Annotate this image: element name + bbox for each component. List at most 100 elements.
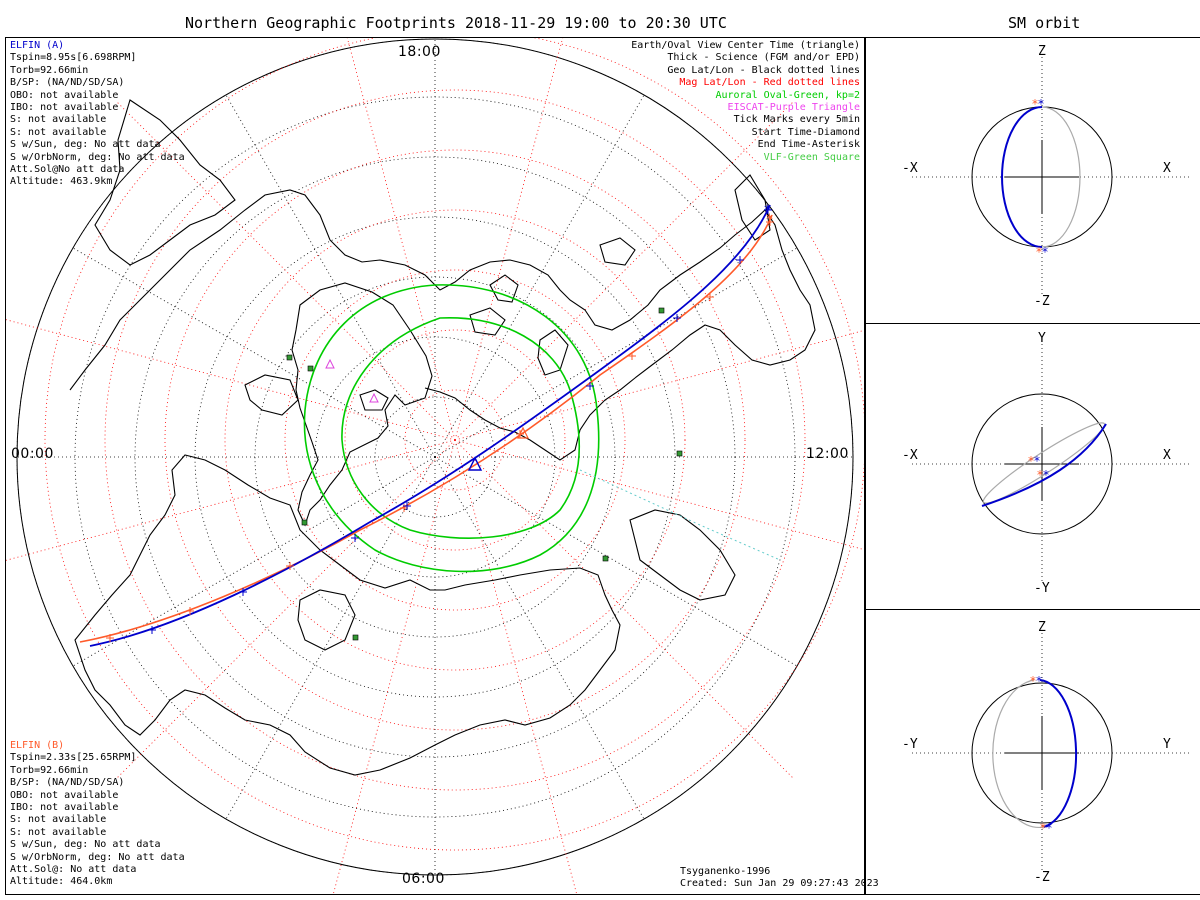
vlf-square — [307, 365, 314, 372]
sm-marker: * — [1040, 821, 1046, 835]
greenland-coast — [291, 282, 433, 527]
legend-item: Thick - Science (FGM and/or EPD) — [667, 52, 860, 64]
mag-meridian — [6, 439, 456, 561]
arctic-islands-coast — [244, 374, 299, 416]
geo-latlon-grid — [16, 38, 854, 876]
elfin-b-info: ELFIN (B) Tspin=2.33s[25.65RPM] Torb=92.… — [10, 740, 185, 889]
sm-panel: * ** * — [912, 633, 1192, 873]
map-frame — [5, 37, 865, 895]
sm-axis-label-top: Z — [1038, 620, 1046, 635]
vlf-square — [658, 307, 665, 314]
sm-orbit-panels: * ** ** ** ** ** * — [912, 57, 1192, 873]
sm-axis-label-top: Y — [1038, 331, 1046, 346]
vlf-square — [676, 450, 683, 457]
legend-item: VLF-Green Square — [763, 151, 860, 163]
eiscat-triangle — [325, 358, 335, 369]
info-line: Altitude: 464.0km — [10, 876, 113, 888]
sm-orbit-front — [1039, 679, 1078, 828]
mag-latitude-circle — [104, 89, 806, 791]
sm-marker: * — [1038, 97, 1044, 111]
sm-marker: * — [1036, 674, 1042, 688]
mag-meridian — [454, 100, 795, 441]
mag-meridian — [454, 329, 864, 441]
info-line: OBO: not available — [10, 89, 119, 101]
geo-meridian — [434, 456, 798, 667]
info-line: IBO: not available — [10, 802, 119, 814]
sm-marker: * — [1032, 97, 1038, 111]
north-america-coast — [74, 454, 621, 776]
sm-orbit-front — [981, 423, 1107, 507]
eurasia-coast — [69, 189, 816, 461]
sm-axis-label-bottom: -Z — [1034, 294, 1050, 309]
info-line: B/SP: (NA/ND/SD/SA) — [10, 77, 125, 89]
mag-latitude-circle — [404, 389, 506, 491]
created-label: Created: Sun Jan 29 09:27:43 2023 — [680, 878, 879, 890]
sm-marker: * — [1028, 454, 1034, 468]
info-line: Torb=92.66min — [10, 64, 89, 76]
sm-orbit-back — [982, 422, 1106, 504]
sm-marker: * — [1037, 468, 1043, 482]
sm-axis-label-right: X — [1163, 448, 1171, 463]
mag-meridian — [332, 439, 456, 894]
info-line: S w/Sun, deg: No att data — [10, 139, 161, 151]
sm-axis-label-bottom: -Y — [1034, 581, 1050, 596]
iceland-coast — [359, 389, 389, 411]
elfin-a-ticks — [148, 206, 772, 634]
sm-marker: * — [1043, 468, 1049, 482]
elfin-b-name: ELFIN (B) — [10, 740, 65, 751]
legend-item: Geo Lat/Lon - Black dotted lines — [667, 64, 860, 76]
sm-orbit-back — [992, 679, 1045, 829]
mag-meridian — [6, 319, 456, 441]
sm-axis-label-right: Y — [1163, 737, 1171, 752]
sm-orbit-frame — [865, 37, 1200, 895]
sm-marker: * — [1030, 674, 1036, 688]
sm-panel-divider — [865, 323, 1200, 324]
info-line: Att.Sol@No att data — [10, 164, 125, 176]
japan-coast — [734, 174, 771, 241]
info-line: S w/OrbNorm, deg: No att data — [10, 151, 185, 163]
model-label: Tsyganenko-1996 — [680, 866, 771, 877]
vlf-square — [286, 354, 293, 361]
info-line: Tspin=2.33s[25.65RPM] — [10, 752, 137, 764]
info-line: S: not available — [10, 826, 107, 838]
novaya-zemlya-coast — [537, 329, 569, 376]
hour-label-top: 18:00 — [398, 44, 441, 60]
view-center-triangle-b — [517, 426, 529, 439]
geo-meridian — [434, 94, 645, 458]
legend-item: Mag Lat/Lon - Red dotted lines — [679, 77, 860, 89]
sm-axis-label-bottom: -Z — [1034, 870, 1050, 885]
sm-panel: * ** * — [912, 344, 1192, 584]
mag-meridian — [115, 439, 456, 780]
legend: Earth/Oval View Center Time (triangle) T… — [631, 40, 860, 164]
view-center-triangle — [467, 456, 483, 471]
vlf-square — [301, 519, 308, 526]
geo-meridian — [434, 456, 645, 820]
arctic-islands-coast — [469, 307, 506, 336]
conjunction-line — [579, 469, 781, 561]
alaska-coast — [629, 509, 736, 601]
plot-title: Northern Geographic Footprints 2018-11-2… — [185, 14, 727, 32]
info-line: S: not available — [10, 814, 107, 826]
legend-item: Start Time-Diamond — [751, 126, 860, 138]
sm-orbit-front — [1001, 106, 1043, 248]
auroral-oval-inner — [341, 317, 581, 539]
mag-meridian — [454, 38, 564, 441]
end-asterisk: * — [764, 203, 771, 219]
auroral-oval-outer — [303, 284, 600, 573]
vlf-square — [352, 634, 359, 641]
mag-meridian — [454, 439, 795, 780]
info-line: IBO: not available — [10, 102, 119, 114]
vlf-square — [602, 555, 609, 562]
sm-marker: * — [1036, 245, 1042, 259]
info-line: Altitude: 463.9km — [10, 176, 113, 188]
hour-label-left: 00:00 — [11, 446, 54, 462]
sm-axis-label-top: Z — [1038, 44, 1046, 59]
info-line: S w/Sun, deg: No att data — [10, 839, 161, 851]
sm-axis-label-left: -Y — [902, 737, 918, 752]
vlf-stations — [286, 307, 683, 641]
elfin-b-track — [79, 214, 773, 643]
hour-label-right: 12:00 — [806, 446, 849, 462]
elfin-a-track — [89, 204, 771, 647]
geo-meridian — [225, 94, 436, 458]
